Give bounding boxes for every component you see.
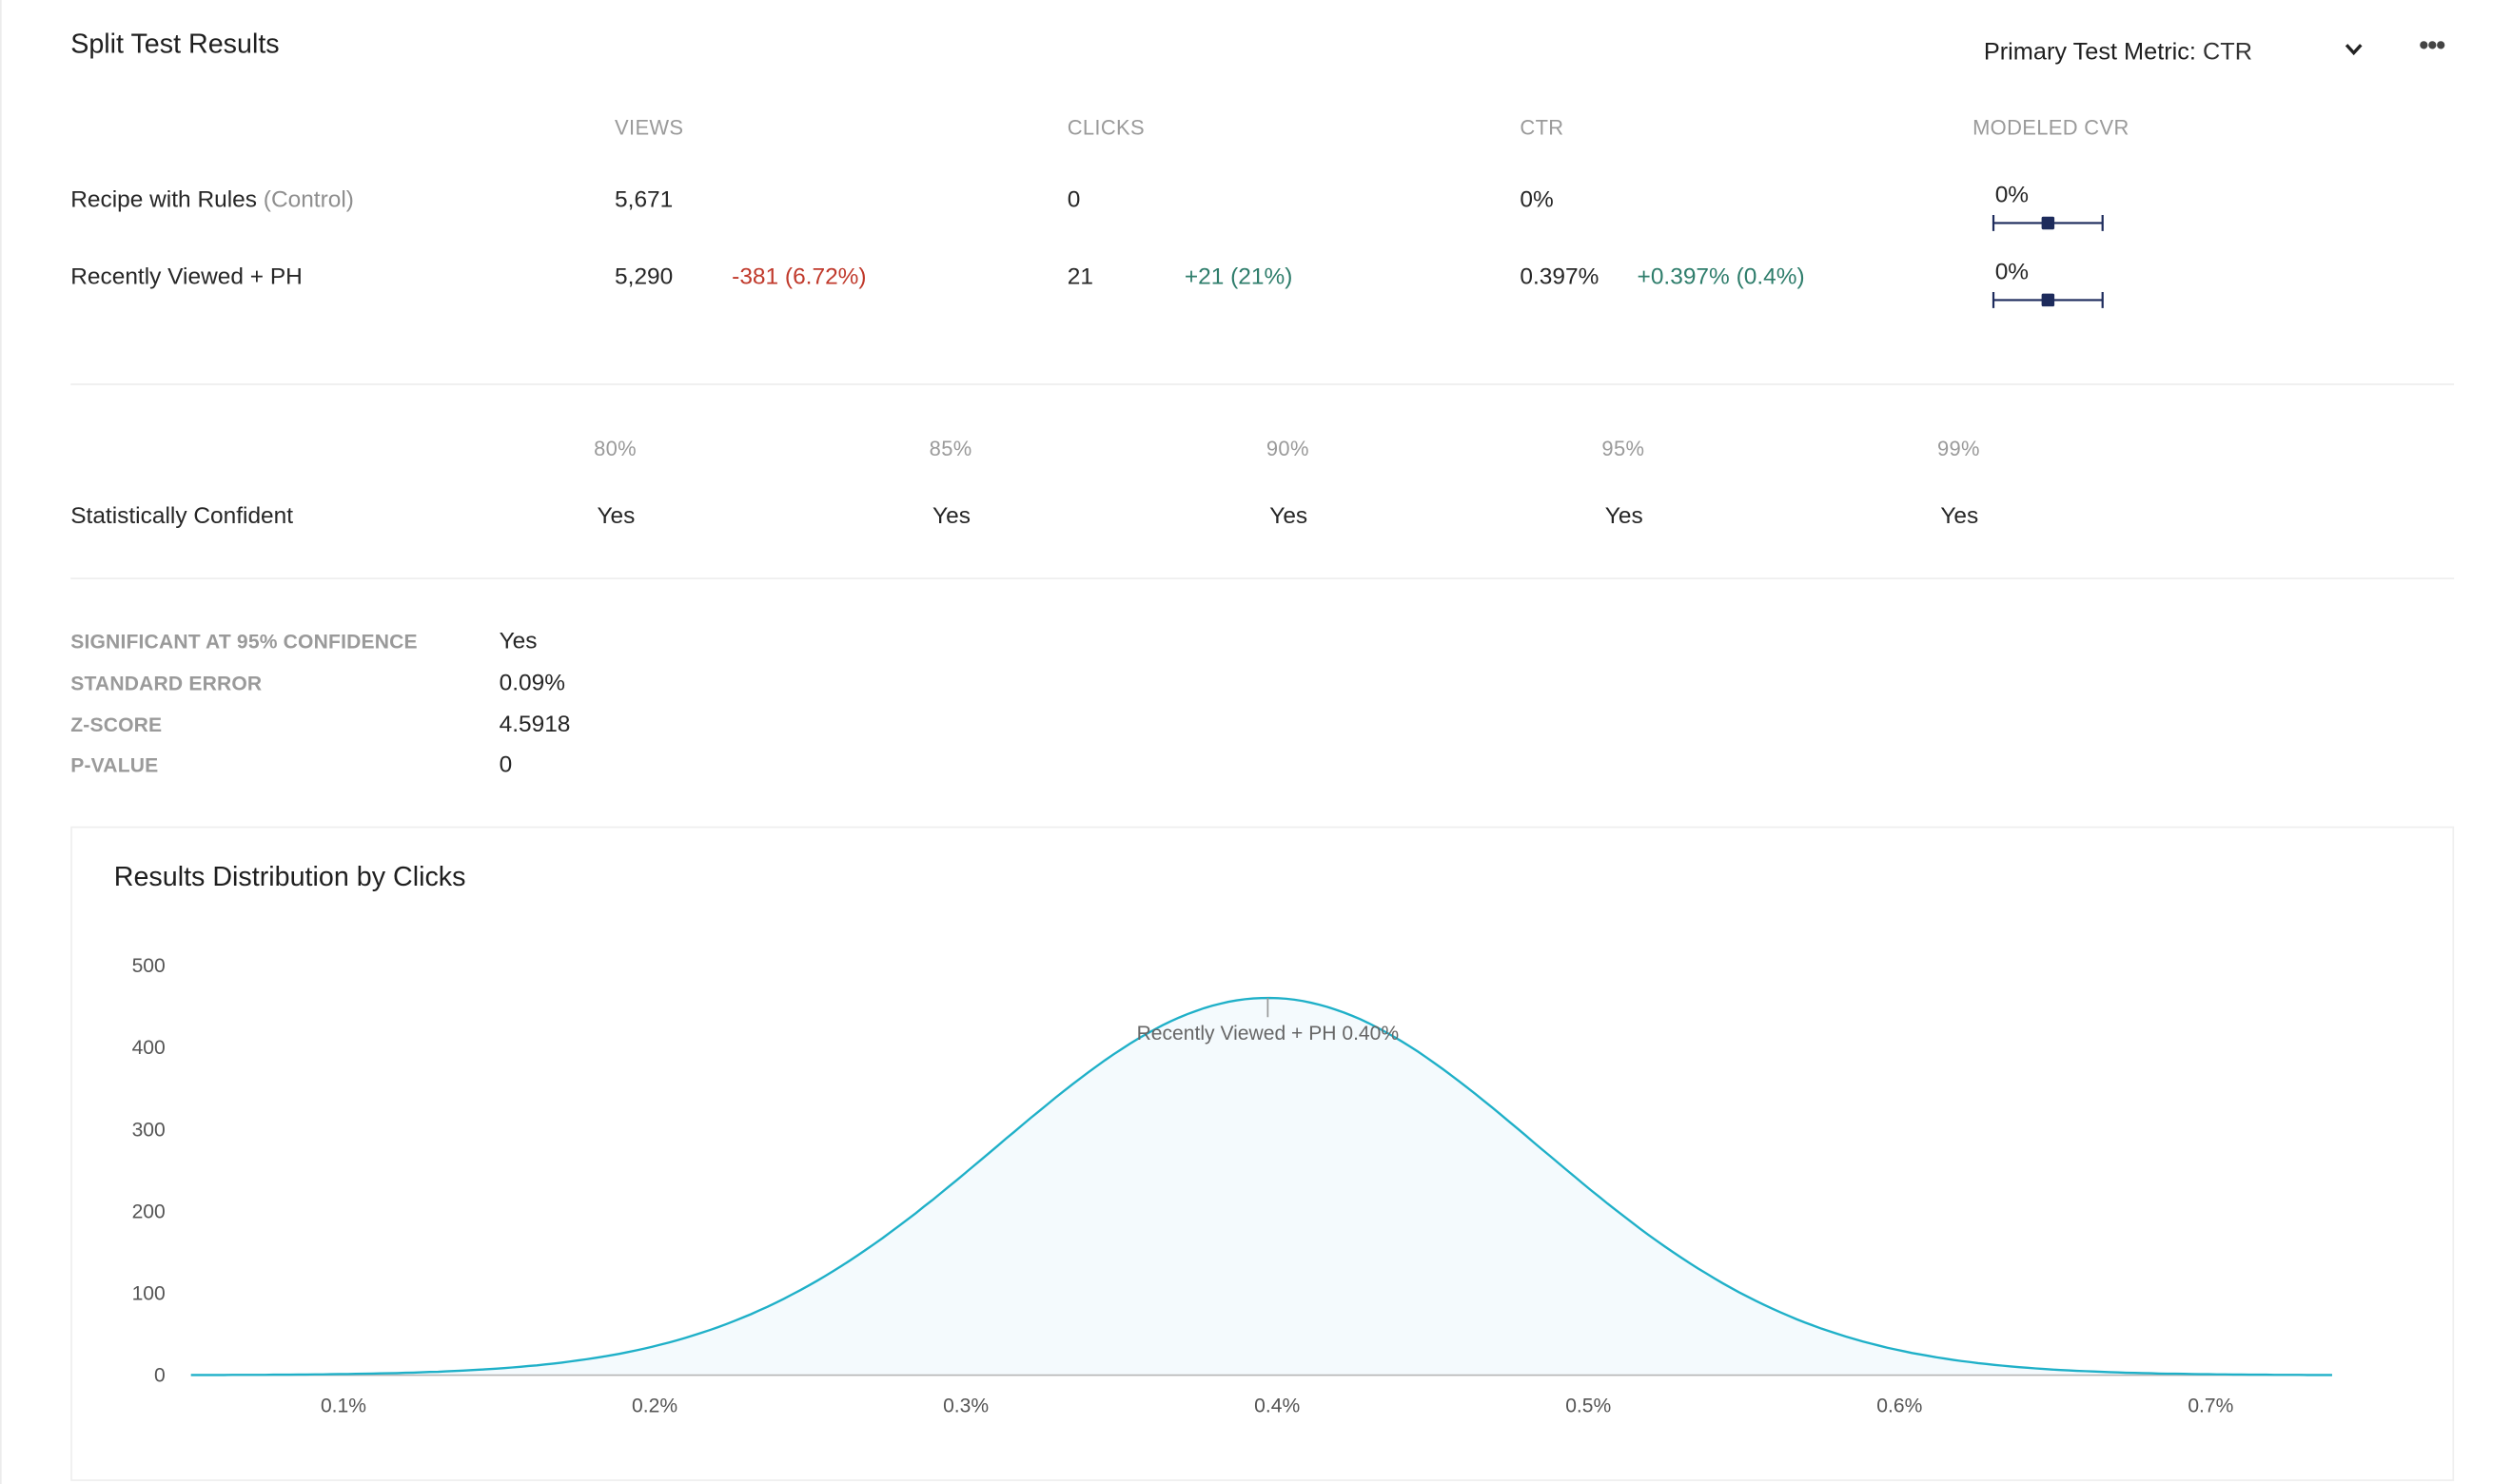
divider: [70, 577, 2455, 579]
column-header-clicks: CLICKS: [1067, 115, 1145, 140]
table-row-variant-name: Recently Viewed + PH: [70, 264, 303, 290]
variant-views-delta: -381 (6.72%): [732, 264, 867, 291]
confidence-value-90: Yes: [1269, 503, 1308, 530]
table-row-control-name: Recipe with Rules (Control): [70, 187, 354, 213]
y-tick-label: 0: [154, 1364, 166, 1386]
control-clicks: 0: [1067, 187, 1081, 214]
y-tick-label: 100: [132, 1282, 166, 1304]
variant-cvr-interval-icon: [1992, 291, 2104, 308]
confidence-level-85: 85%: [929, 436, 972, 461]
variant-ctr: 0.397%: [1520, 264, 1599, 291]
column-header-ctr: CTR: [1520, 115, 1564, 140]
stat-label-z-score: Z-SCORE: [70, 713, 163, 737]
y-tick-label: 200: [132, 1201, 166, 1222]
statistically-confident-label: Statistically Confident: [70, 503, 294, 530]
x-tick-label: 0.6%: [1876, 1395, 1922, 1416]
stat-label-standard-error: STANDARD ERROR: [70, 672, 263, 695]
y-tick-label: 400: [132, 1037, 166, 1059]
annotation-label: Recently Viewed + PH 0.40%: [1137, 1023, 1400, 1045]
control-views: 5,671: [615, 187, 674, 214]
x-tick-label: 0.1%: [321, 1395, 366, 1416]
primary-metric-label: Primary Test Metric:: [1983, 38, 2196, 67]
x-tick-label: 0.5%: [1565, 1395, 1611, 1416]
x-tick-label: 0.7%: [2188, 1395, 2233, 1416]
series-area: [190, 998, 2332, 1376]
confidence-level-95: 95%: [1601, 436, 1645, 461]
confidence-level-90: 90%: [1266, 436, 1309, 461]
variant-cvr: 0%: [1994, 260, 2030, 286]
stat-value-z-score: 4.5918: [499, 712, 571, 738]
stat-label-significance: SIGNIFICANT AT 95% CONFIDENCE: [70, 630, 418, 654]
confidence-value-95: Yes: [1604, 503, 1643, 530]
confidence-value-80: Yes: [597, 503, 636, 530]
chart-card: [70, 826, 2455, 1481]
variant-clicks: 21: [1067, 264, 1093, 291]
panel-left-border: [0, 0, 2, 1484]
variant-views: 5,290: [615, 264, 674, 291]
series-line: [190, 996, 2332, 1377]
stat-value-standard-error: 0.09%: [499, 671, 565, 697]
control-cvr: 0%: [1994, 183, 2030, 209]
variant-name: Recently Viewed + PH: [70, 264, 303, 291]
y-tick-label: 300: [132, 1119, 166, 1141]
control-ctr: 0%: [1520, 187, 1554, 214]
chevron-down-icon[interactable]: [2345, 35, 2363, 61]
page-title: Split Test Results: [70, 29, 280, 60]
stat-label-p-value: P-VALUE: [70, 753, 159, 777]
variant-name: Recipe with Rules: [70, 187, 257, 214]
x-tick-label: 0.3%: [943, 1395, 989, 1416]
column-header-modeled-cvr: MODELED CVR: [1972, 115, 2129, 140]
stat-value-significance: Yes: [499, 629, 538, 655]
x-tick-label: 0.4%: [1254, 1395, 1300, 1416]
y-tick-label: 500: [132, 955, 166, 977]
confidence-level-99: 99%: [1936, 436, 1980, 461]
control-tag: (Control): [263, 187, 354, 214]
variant-clicks-delta: +21 (21%): [1184, 264, 1293, 291]
control-cvr-interval-icon: [1992, 215, 2104, 231]
more-options-icon[interactable]: •••: [2419, 29, 2446, 62]
column-header-views: VIEWS: [615, 115, 684, 140]
stat-value-p-value: 0: [499, 752, 513, 779]
confidence-level-80: 80%: [594, 436, 638, 461]
variant-ctr-delta: +0.397% (0.4%): [1637, 264, 1805, 291]
confidence-value-85: Yes: [932, 503, 971, 530]
primary-metric-value: CTR: [2203, 38, 2253, 67]
chart-title: Results Distribution by Clicks: [113, 861, 466, 892]
confidence-value-99: Yes: [1940, 503, 1979, 530]
divider: [70, 383, 2455, 385]
primary-metric-select[interactable]: Primary Test Metric: CTR: [1984, 38, 2252, 66]
x-tick-label: 0.2%: [632, 1395, 677, 1416]
